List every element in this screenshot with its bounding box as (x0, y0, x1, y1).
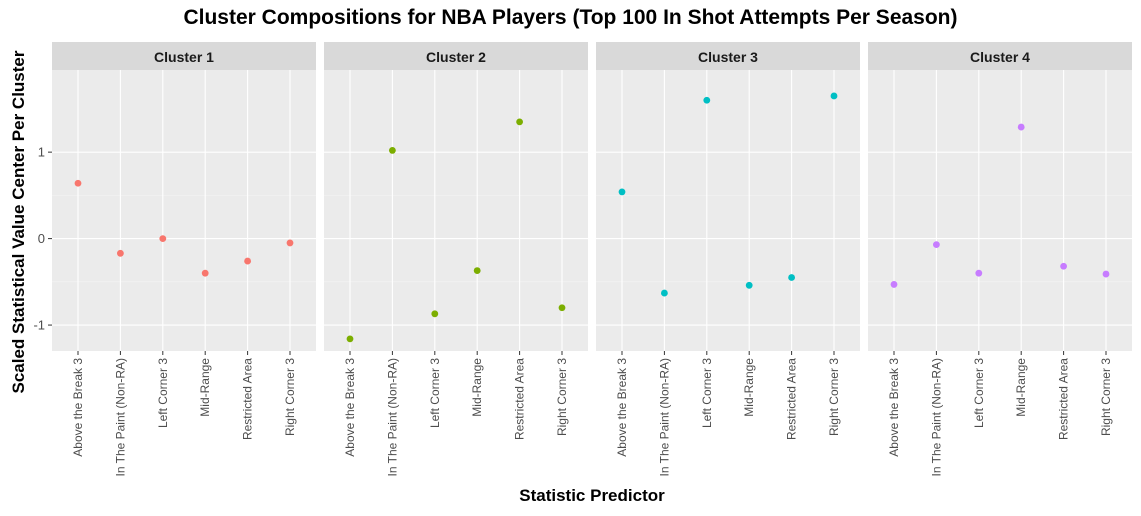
x-tick-label: Restricted Area (513, 358, 527, 440)
data-point (431, 310, 439, 318)
data-point (890, 281, 898, 288)
data-point (286, 239, 294, 247)
x-axis-title: Statistic Predictor (519, 486, 665, 505)
data-point (788, 274, 795, 281)
data-point (74, 179, 82, 187)
y-tick-label: 0 (38, 231, 45, 246)
data-point (516, 118, 523, 126)
data-point (975, 269, 983, 277)
facet-strip-label: Cluster 1 (154, 49, 214, 65)
x-tick-label: Left Corner 3 (428, 358, 442, 428)
x-tick-label: Restricted Area (1057, 358, 1071, 440)
x-tick-label: In The Paint (Non-RA) (113, 358, 127, 477)
x-tick-label: Right Corner 3 (1099, 358, 1113, 436)
panel-background (324, 70, 588, 351)
panel-background (868, 70, 1132, 351)
x-tick-label: Right Corner 3 (827, 358, 841, 436)
facet-strip (868, 42, 1132, 70)
data-point (244, 257, 252, 265)
x-tick-label: Mid-Range (1014, 358, 1028, 417)
x-tick-label: Restricted Area (241, 358, 255, 440)
x-tick-label: Above the Break 3 (71, 358, 85, 457)
data-point (745, 281, 753, 289)
data-point (473, 267, 481, 274)
x-tick-label: Above the Break 3 (887, 358, 901, 457)
data-point (1060, 262, 1067, 270)
data-point (933, 241, 940, 249)
facet-strip (324, 42, 588, 70)
facet-strip-label: Cluster 4 (970, 49, 1030, 65)
data-point (201, 269, 209, 277)
x-tick-label: In The Paint (Non-RA) (657, 358, 671, 477)
facet-strip (52, 42, 316, 70)
x-tick-label: Restricted Area (785, 358, 799, 440)
panel-background (596, 70, 860, 351)
data-point (1102, 270, 1110, 278)
x-tick-label: Above the Break 3 (615, 358, 629, 457)
data-point (1017, 123, 1025, 131)
data-point (618, 188, 626, 196)
y-tick-label: -1 (33, 318, 45, 333)
facet-strip (596, 42, 860, 70)
data-point (117, 249, 124, 257)
chart-title: Cluster Compositions for NBA Players (To… (183, 6, 958, 29)
data-point (703, 96, 711, 104)
x-tick-label: Right Corner 3 (555, 358, 569, 436)
y-tick-label: 1 (38, 145, 45, 160)
x-tick-label: Left Corner 3 (156, 358, 170, 428)
data-point (389, 147, 396, 154)
x-tick-label: In The Paint (Non-RA) (385, 358, 399, 477)
data-point (159, 235, 167, 243)
x-tick-label: Mid-Range (742, 358, 756, 417)
data-point (661, 289, 668, 297)
x-tick-label: Mid-Range (198, 358, 212, 417)
facet-strip-label: Cluster 2 (426, 49, 486, 65)
panel-background (52, 70, 316, 351)
x-tick-label: In The Paint (Non-RA) (929, 358, 943, 477)
data-point (346, 335, 354, 343)
data-point (558, 304, 566, 312)
x-tick-label: Right Corner 3 (283, 358, 297, 436)
data-point (830, 92, 838, 100)
x-tick-label: Left Corner 3 (700, 358, 714, 428)
x-tick-label: Above the Break 3 (343, 358, 357, 457)
x-tick-label: Left Corner 3 (972, 358, 986, 428)
x-tick-label: Mid-Range (470, 358, 484, 417)
facet-strip-label: Cluster 3 (698, 49, 758, 65)
